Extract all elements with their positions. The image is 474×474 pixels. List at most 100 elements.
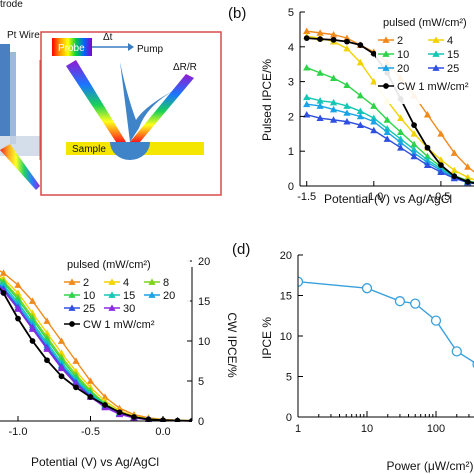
d-x-tick-label: 10 [361,423,373,435]
chart-c: 0 5 10 15 20 -1.0 -0.5 0.0 Potential (V) vs Ag/A… [0,256,239,469]
reflected-beam [130,74,194,142]
b-point-p25 [410,152,418,160]
b-point-p15 [370,114,378,122]
d-series-line-d_line [298,281,474,363]
c-legend-marker-p2 [68,278,76,285]
b-point-cw [370,50,377,57]
b-legend-box [376,13,474,104]
b-point-p2 [437,130,445,137]
b-y-tick-label: 3 [288,77,294,89]
pump-label: Pump [137,44,164,55]
d-panel-label: (d) [232,241,250,258]
b-point-p4 [464,173,472,181]
c-point-cw [29,338,36,344]
delta-t-label: Δt [103,32,113,43]
b-point-p20 [383,128,391,135]
c-y-axis-label: CW IPCE/% [225,312,239,378]
pump-beam [120,62,186,142]
b-point-cw [317,36,324,43]
b-legend-marker-p20 [382,64,390,71]
b-point-p4 [343,44,351,52]
b-point-p2 [450,149,458,156]
b-point-p20 [343,109,351,116]
c-legend-marker-p8 [148,278,156,285]
d-point-d_line [394,296,406,307]
b-point-p10 [303,64,311,71]
d-x-tick-label: 100 [427,423,445,435]
c-x-axis-label: Potential (V) vs Ag/AgCl [31,455,159,469]
c-point-p2 [14,281,22,288]
b-point-cw [344,38,350,45]
b-point-p15 [303,93,311,101]
d-x-axis-label: Power (μW/cm²) [387,459,474,473]
b-point-p25 [356,121,364,128]
c-point-p2 [86,377,95,384]
b-legend-marker-p2 [382,36,390,43]
c-point-cw [15,315,21,322]
pt-wire-label: Pt Wire [7,30,40,41]
b-point-cw [424,144,431,151]
b-point-cw [303,35,310,41]
c-legend-marker-p4 [108,278,116,285]
b-y-tick-label: 1 [288,146,294,158]
c-y-tick-label: 5 [198,376,204,388]
electrode-label: trode [0,0,23,10]
b-point-p4 [410,130,418,137]
b-point-p25 [329,116,338,123]
chart-c-axes: 0 5 10 15 20 -1.0 -0.5 0.0 Potential (V) vs Ag/A… [0,256,239,469]
d-point-d_line [451,346,462,357]
chart-b-plot-area [303,27,474,186]
d-y-tick-label: 20 [280,250,292,262]
b-legend-label-p20: 20 [397,63,409,75]
c-legend-marker-p20 [148,291,156,298]
c-y-tick-label: 20 [198,256,210,268]
pt-wire [10,52,16,144]
b-y-tick-label: 0 [288,181,294,193]
c-x-tick-label: 0.0 [155,426,170,438]
b-y-tick-label: 2 [288,111,294,123]
c-point-p2 [43,317,51,324]
b-legend-marker-p25 [432,64,440,71]
chart-d-plot-area [298,276,474,369]
c-legend-label-cw: CW 1 mW/cm² [83,319,155,331]
c-y-tick-label: 15 [198,296,210,308]
c-point-cw [44,357,50,364]
b-legend-label-cw: CW 1 mW/cm² [397,81,469,93]
b-point-p25 [397,144,405,151]
b-point-p15 [343,102,351,109]
b-legend-marker-p15 [432,50,440,57]
b-point-p10 [343,81,351,88]
b-point-p2 [423,111,432,118]
c-point-cw [102,402,108,408]
c-legend-label-p2: 2 [83,277,89,289]
b-point-p25 [370,126,378,134]
b-point-p2 [329,31,338,38]
d-y-tick-label: 15 [280,291,292,303]
b-point-p2 [316,29,324,36]
c-point-p2 [72,357,80,364]
c-legend-label-p15: 15 [123,290,135,302]
sample-spot [110,142,150,160]
c-legend-marker-p30 [108,304,116,311]
b-point-p4 [437,156,445,163]
b-legend-marker-p10 [382,50,390,57]
probe-box [52,38,92,56]
c-legend-marker-p25 [68,304,76,311]
d-y-axis-label: IPCE % [260,317,274,359]
c-point-p2 [57,337,66,344]
b-point-p10 [410,140,418,148]
schematic-panel: trode Pt Wire Probe Δt Pump ΔR/R Sample [0,0,222,196]
b-point-cw [464,178,471,185]
d-point-d_line [361,283,373,294]
c-point-p2 [28,297,37,304]
b-point-p4 [450,166,458,174]
chart-c-legend: pulsed (mW/cm²) 2 4 8 10 15 20 25 30 CW 1 mW/cm² [60,256,190,331]
d-point-d_line [298,276,304,287]
b-point-p15 [316,97,324,104]
c-point-cw [116,409,123,416]
b-y-tick-label: 4 [288,42,294,54]
b-legend-marker-cw [383,83,389,89]
c-legend-label-p8: 8 [163,277,169,289]
